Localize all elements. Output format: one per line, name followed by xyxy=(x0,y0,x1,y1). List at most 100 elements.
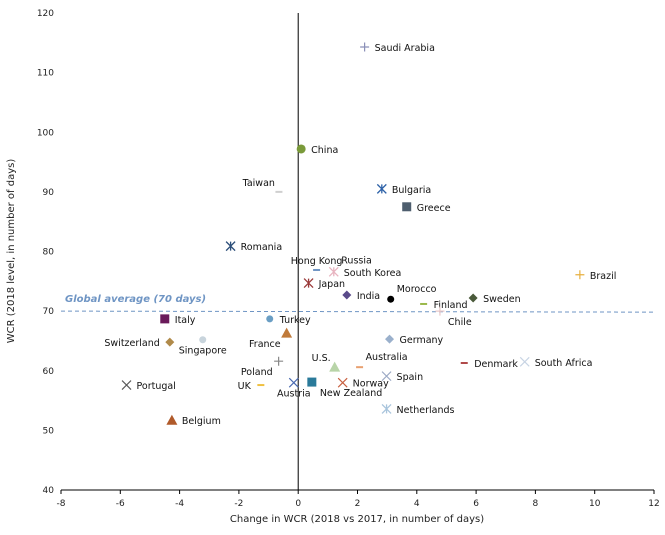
point-russia: Russia xyxy=(341,256,372,267)
point-france: France xyxy=(249,327,293,350)
x-tick-label: 8 xyxy=(533,499,539,509)
point-poland: Poland xyxy=(241,356,284,378)
cross-marker xyxy=(288,377,299,388)
circle-marker xyxy=(266,315,274,323)
point-label: France xyxy=(249,339,281,350)
point-china: China xyxy=(296,144,338,156)
star-marker xyxy=(328,266,339,277)
point-label: Netherlands xyxy=(397,405,455,416)
cross-marker xyxy=(381,371,392,382)
point-label: Russia xyxy=(341,256,372,267)
point-label: Chile xyxy=(448,317,472,328)
point-taiwan: Taiwan xyxy=(242,178,283,193)
global-average-line xyxy=(60,310,655,313)
triangle-marker xyxy=(329,361,341,372)
point-label: Austria xyxy=(277,389,311,400)
point-label: Finland xyxy=(434,300,468,311)
point-label: Spain xyxy=(397,372,424,383)
y-tick-label: 40 xyxy=(43,486,55,496)
point-label: Sweden xyxy=(483,294,521,305)
axes: -8 -6 -4 -2 0 2 4 6 8 10 12 40 50 60 70 80 90 100 110 120 xyxy=(37,9,660,509)
point-brazil: Brazil xyxy=(575,270,616,282)
diamond-marker xyxy=(468,293,478,303)
y-axis-label: WCR (2018 level, in number of days) xyxy=(6,159,17,344)
x-tick-label: -2 xyxy=(234,499,243,509)
point-u-s: U.S. xyxy=(312,353,341,372)
point-label: South Africa xyxy=(535,358,593,369)
point-label: Denmark xyxy=(474,359,518,370)
point-label: Bulgaria xyxy=(392,185,431,196)
point-sweden: Sweden xyxy=(468,293,521,305)
circle-marker xyxy=(199,336,207,344)
y-tick-label: 110 xyxy=(37,69,54,79)
point-label: Brazil xyxy=(590,271,617,282)
plus-marker xyxy=(435,306,445,316)
point-australia: Australia xyxy=(356,352,408,369)
point-label: U.S. xyxy=(312,353,331,364)
point-italy: Italy xyxy=(160,314,196,326)
point-label: Romania xyxy=(241,242,283,253)
point-uk: UK xyxy=(238,381,265,392)
point-new-zealand: New Zealand xyxy=(307,377,382,399)
point-finland: Finland xyxy=(420,300,468,311)
y-tick-label: 70 xyxy=(43,307,55,317)
point-spain: Spain xyxy=(381,371,424,383)
circle-marker xyxy=(387,295,395,303)
point-label: Taiwan xyxy=(242,178,275,189)
point-label: China xyxy=(311,145,338,156)
cross-marker xyxy=(337,377,348,388)
point-label: India xyxy=(357,291,380,302)
point-belgium: Belgium xyxy=(166,414,221,427)
x-tick-label: 0 xyxy=(295,499,301,509)
point-label: Germany xyxy=(400,335,444,346)
point-label: Italy xyxy=(175,315,196,326)
cross-marker xyxy=(121,380,132,390)
point-morocco: Morocco xyxy=(387,284,437,303)
x-tick-label: -8 xyxy=(57,499,66,509)
y-tick-label: 120 xyxy=(37,9,54,19)
point-hong-kong: Hong Kong xyxy=(291,256,343,271)
point-denmark: Denmark xyxy=(460,359,518,370)
point-label: Turkey xyxy=(279,315,311,326)
point-japan: Japan xyxy=(303,278,346,290)
y-tick-label: 100 xyxy=(37,128,54,138)
point-portugal: Portugal xyxy=(121,380,176,392)
x-tick-label: 2 xyxy=(355,499,361,509)
point-label: Greece xyxy=(417,203,451,214)
point-label: Portugal xyxy=(137,381,176,392)
point-label: Australia xyxy=(366,352,408,363)
diamond-marker xyxy=(165,337,175,347)
point-label: Japan xyxy=(318,279,346,290)
point-turkey: Turkey xyxy=(266,315,311,326)
square-marker xyxy=(307,377,317,387)
square-marker xyxy=(402,202,412,212)
point-germany: Germany xyxy=(385,334,444,346)
y-tick-label: 60 xyxy=(43,367,55,377)
x-tick-label: 12 xyxy=(648,499,659,509)
circle-marker xyxy=(296,144,306,154)
point-switzerland: Switzerland xyxy=(104,337,175,349)
triangle-marker xyxy=(281,327,293,338)
x-tick-label: -4 xyxy=(175,499,184,509)
global-average-dashed-line xyxy=(60,310,655,313)
point-label: Norway xyxy=(353,379,389,390)
point-label: Hong Kong xyxy=(291,256,343,267)
x-axis-label: Change in WCR (2018 vs 2017, in number o… xyxy=(230,514,484,525)
y-tick-label: 50 xyxy=(43,426,55,436)
triangle-marker xyxy=(166,414,178,425)
star-marker xyxy=(303,278,314,289)
square-marker xyxy=(160,314,170,324)
point-label: New Zealand xyxy=(320,388,382,399)
point-netherlands: Netherlands xyxy=(381,403,455,416)
point-india: India xyxy=(342,290,380,302)
point-south-africa: South Africa xyxy=(519,356,593,369)
point-austria: Austria xyxy=(277,377,311,400)
point-saudi-arabia: Saudi Arabia xyxy=(360,42,435,54)
point-label: UK xyxy=(238,381,252,392)
global-average-label: Global average (70 days) xyxy=(65,294,206,305)
diamond-marker xyxy=(342,290,352,300)
point-label: Saudi Arabia xyxy=(375,43,435,54)
diamond-marker xyxy=(385,334,395,344)
y-tick-label: 80 xyxy=(43,248,55,258)
